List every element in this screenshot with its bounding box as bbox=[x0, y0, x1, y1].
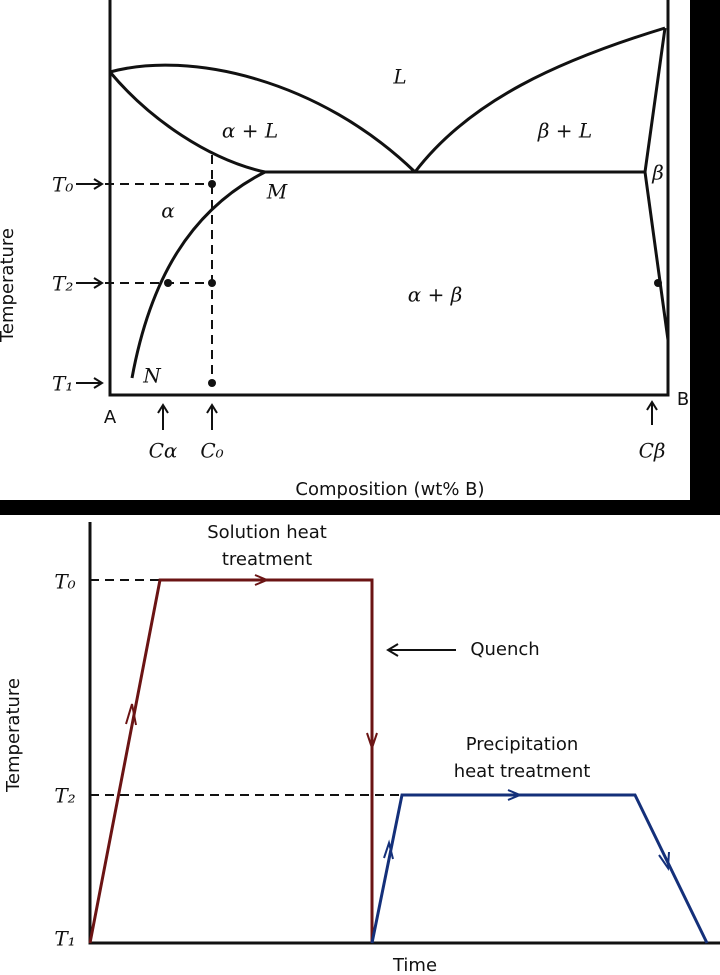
annotation: Solution heat bbox=[207, 522, 327, 543]
region: α bbox=[161, 199, 175, 223]
axis-label: Temperature bbox=[3, 678, 24, 793]
end-label: B bbox=[677, 389, 689, 410]
solidus bbox=[108, 71, 266, 174]
t-label: T₁ bbox=[54, 927, 75, 951]
point-label: M bbox=[266, 180, 288, 204]
t-label: T₁ bbox=[52, 372, 73, 396]
axis-label: Time bbox=[392, 955, 437, 975]
border bbox=[690, 0, 720, 515]
dots bbox=[164, 180, 662, 387]
end-label: A bbox=[104, 407, 117, 428]
path-arrows bbox=[383, 789, 670, 871]
arrows bbox=[76, 178, 658, 430]
annotation: Quench bbox=[470, 639, 539, 660]
axes bbox=[108, 0, 670, 397]
point-label: N bbox=[142, 364, 162, 388]
region: β bbox=[651, 161, 664, 185]
region: α + L bbox=[222, 119, 278, 143]
region: α + β bbox=[408, 283, 463, 307]
heat-treatment-plot: T₀ T₂ T₁ Temperature Time Solution heat … bbox=[3, 522, 720, 975]
liquidus-left bbox=[109, 63, 417, 174]
annotation: heat treatment bbox=[454, 761, 591, 782]
annotation: treatment bbox=[222, 549, 312, 570]
path-arrows bbox=[125, 574, 378, 752]
t-label: T₀ bbox=[54, 570, 75, 594]
c-label: Cα bbox=[149, 439, 178, 463]
quench-arrow bbox=[386, 643, 456, 657]
phase-diagram: T₀ T₂ T₁ Temperature Composition (wt% B)… bbox=[0, 0, 689, 500]
region: β + L bbox=[537, 119, 592, 143]
t-label: T₀ bbox=[52, 173, 73, 197]
axis-label: Temperature bbox=[0, 228, 18, 343]
solvus bbox=[130, 170, 266, 379]
axis-label: Composition (wt% B) bbox=[295, 479, 484, 500]
region: L bbox=[392, 65, 406, 89]
c-label: C₀ bbox=[200, 439, 223, 463]
bottom-panel bbox=[0, 515, 720, 975]
c-label: Cβ bbox=[639, 439, 666, 463]
liquidus-right bbox=[413, 26, 666, 173]
t-label: T₂ bbox=[52, 272, 73, 296]
top-panel bbox=[0, 0, 690, 500]
annotation: Precipitation bbox=[466, 734, 579, 755]
t-label: T₂ bbox=[54, 784, 75, 808]
dashed-guides bbox=[105, 155, 213, 385]
